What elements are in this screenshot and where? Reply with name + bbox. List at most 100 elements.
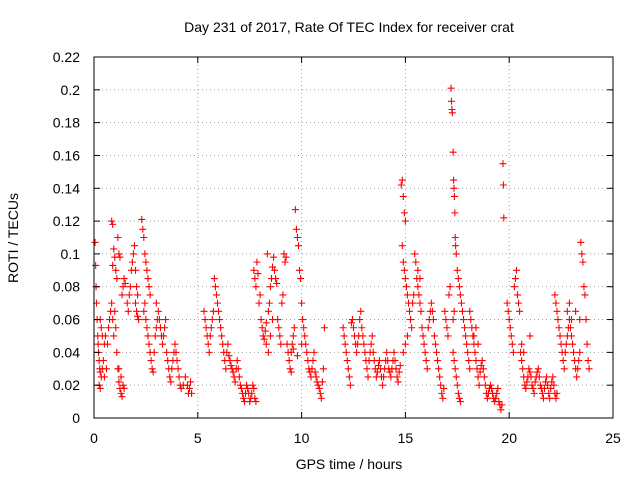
data-point — [393, 373, 401, 381]
data-point — [216, 316, 224, 324]
data-point — [248, 389, 256, 397]
data-point — [498, 401, 506, 409]
data-point — [455, 394, 463, 402]
data-point — [163, 348, 171, 356]
data-point — [470, 332, 478, 340]
data-point — [504, 307, 512, 315]
data-point — [265, 299, 273, 307]
data-point — [416, 275, 424, 283]
data-point — [149, 368, 157, 376]
data-point — [400, 209, 408, 217]
data-point — [208, 316, 216, 324]
y-tick-label: 0.22 — [53, 49, 80, 65]
data-point — [109, 261, 117, 269]
data-point — [142, 258, 150, 266]
data-point — [562, 340, 570, 348]
data-point — [144, 332, 152, 340]
data-point — [118, 291, 126, 299]
data-point — [456, 291, 464, 299]
data-point — [472, 324, 480, 332]
data-point — [556, 332, 564, 340]
data-point — [466, 365, 474, 373]
data-point — [120, 275, 128, 283]
data-point — [312, 373, 320, 381]
data-point — [512, 266, 520, 274]
data-point — [246, 398, 254, 406]
data-point — [319, 365, 327, 373]
data-point — [549, 373, 557, 381]
data-point — [218, 332, 226, 340]
data-point — [391, 357, 399, 365]
data-point — [217, 324, 225, 332]
data-point — [99, 357, 107, 365]
data-point — [133, 307, 141, 315]
data-point — [140, 234, 148, 241]
data-point — [450, 307, 458, 315]
data-point — [507, 332, 515, 340]
data-point — [395, 368, 403, 376]
x-tick-label: 20 — [501, 430, 517, 446]
data-point — [364, 373, 372, 381]
data-point — [526, 332, 534, 340]
data-point — [138, 215, 146, 223]
data-point — [451, 365, 459, 373]
data-point — [509, 348, 517, 356]
data-point — [112, 324, 120, 332]
data-point — [287, 368, 295, 376]
data-point — [181, 373, 189, 381]
data-point — [447, 97, 455, 105]
data-point — [461, 324, 469, 332]
data-point — [154, 307, 162, 315]
data-point — [439, 394, 447, 402]
data-point — [269, 316, 277, 324]
data-point — [514, 291, 522, 299]
data-point — [296, 266, 304, 274]
y-tick-label: 0.12 — [53, 213, 80, 229]
data-point — [434, 357, 442, 365]
data-point — [356, 316, 364, 324]
data-point — [547, 384, 555, 392]
data-point — [252, 283, 260, 291]
data-point — [342, 348, 350, 356]
data-point — [308, 365, 316, 373]
data-point — [559, 357, 567, 365]
data-point — [174, 365, 182, 373]
data-point — [109, 316, 117, 324]
data-point — [105, 324, 113, 332]
data-point — [344, 365, 352, 373]
data-point — [225, 352, 233, 360]
data-point — [466, 307, 474, 315]
data-point — [285, 357, 293, 365]
data-point — [445, 291, 453, 299]
data-point — [414, 266, 422, 274]
data-point — [449, 348, 457, 356]
data-point — [100, 373, 108, 381]
data-point — [452, 373, 460, 381]
data-point — [251, 275, 259, 283]
data-point — [522, 384, 530, 392]
data-point — [118, 393, 126, 401]
data-point — [275, 324, 283, 332]
data-point — [187, 378, 195, 386]
data-point — [134, 291, 142, 299]
data-point — [419, 332, 427, 340]
data-point — [112, 266, 120, 274]
data-point — [402, 283, 410, 291]
data-point — [446, 283, 454, 291]
data-point — [526, 368, 534, 376]
data-point — [132, 299, 140, 307]
data-point — [551, 291, 559, 299]
data-point — [113, 275, 121, 283]
data-point — [142, 316, 150, 324]
data-point — [141, 250, 149, 258]
data-point — [530, 389, 538, 397]
x-tick-label: 15 — [398, 430, 414, 446]
data-point — [555, 324, 563, 332]
data-point — [239, 394, 247, 402]
data-point — [340, 332, 348, 340]
data-point — [399, 348, 407, 356]
data-point — [357, 307, 365, 315]
data-point — [343, 357, 351, 365]
data-point — [303, 348, 311, 356]
data-point — [155, 316, 163, 324]
